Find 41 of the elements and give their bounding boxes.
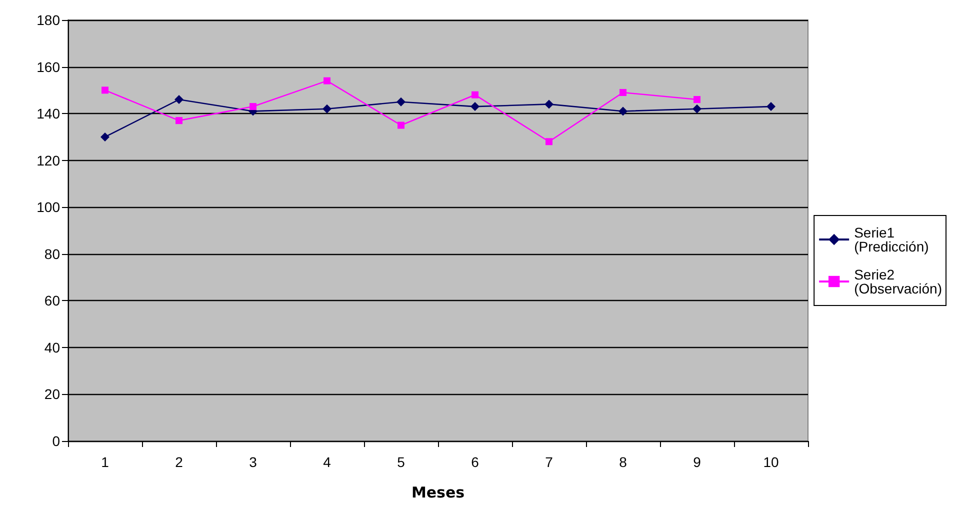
- y-tick-label: 140: [36, 106, 60, 122]
- point: [544, 100, 554, 109]
- y-tick-label: 20: [44, 386, 60, 402]
- y-tick-label: 180: [36, 12, 60, 28]
- x-tick-label: 7: [545, 454, 554, 470]
- point: [322, 104, 332, 114]
- point: [396, 97, 406, 106]
- point: [472, 91, 478, 98]
- x-tick-label: 4: [323, 454, 332, 470]
- point: [620, 89, 626, 96]
- point: [324, 77, 330, 84]
- x-axis-title: Meses: [411, 484, 465, 502]
- x-tick-label: 10: [763, 454, 779, 470]
- y-tick-label: 100: [36, 199, 60, 216]
- point: [692, 104, 702, 114]
- point: [398, 122, 404, 129]
- x-tick-label: 8: [619, 454, 628, 470]
- point: [546, 138, 552, 146]
- point: [766, 102, 776, 112]
- y-tick-label: 120: [36, 152, 60, 168]
- point: [250, 103, 256, 110]
- y-tick-label: 60: [44, 292, 60, 309]
- point: [102, 86, 108, 94]
- x-tick-label: 1: [101, 454, 110, 470]
- y-tick-label: 40: [44, 339, 60, 356]
- x-tick-label: 3: [249, 454, 258, 470]
- point: [100, 132, 110, 142]
- x-tick-label: 5: [397, 454, 406, 470]
- point: [470, 102, 480, 112]
- y-tick-label: 80: [44, 246, 60, 262]
- point: [174, 95, 184, 104]
- legend-label: Serie1 (Predicción): [854, 224, 929, 254]
- point: [694, 96, 700, 104]
- legend-label: Serie2 (Observación): [854, 266, 942, 296]
- x-tick-label: 2: [175, 454, 184, 470]
- y-tick-label: 160: [36, 58, 60, 75]
- x-tick-label: 6: [471, 454, 480, 470]
- point: [176, 117, 182, 124]
- y-tick-label: 0: [52, 433, 60, 449]
- point: [618, 106, 628, 116]
- x-tick-label: 9: [693, 454, 702, 470]
